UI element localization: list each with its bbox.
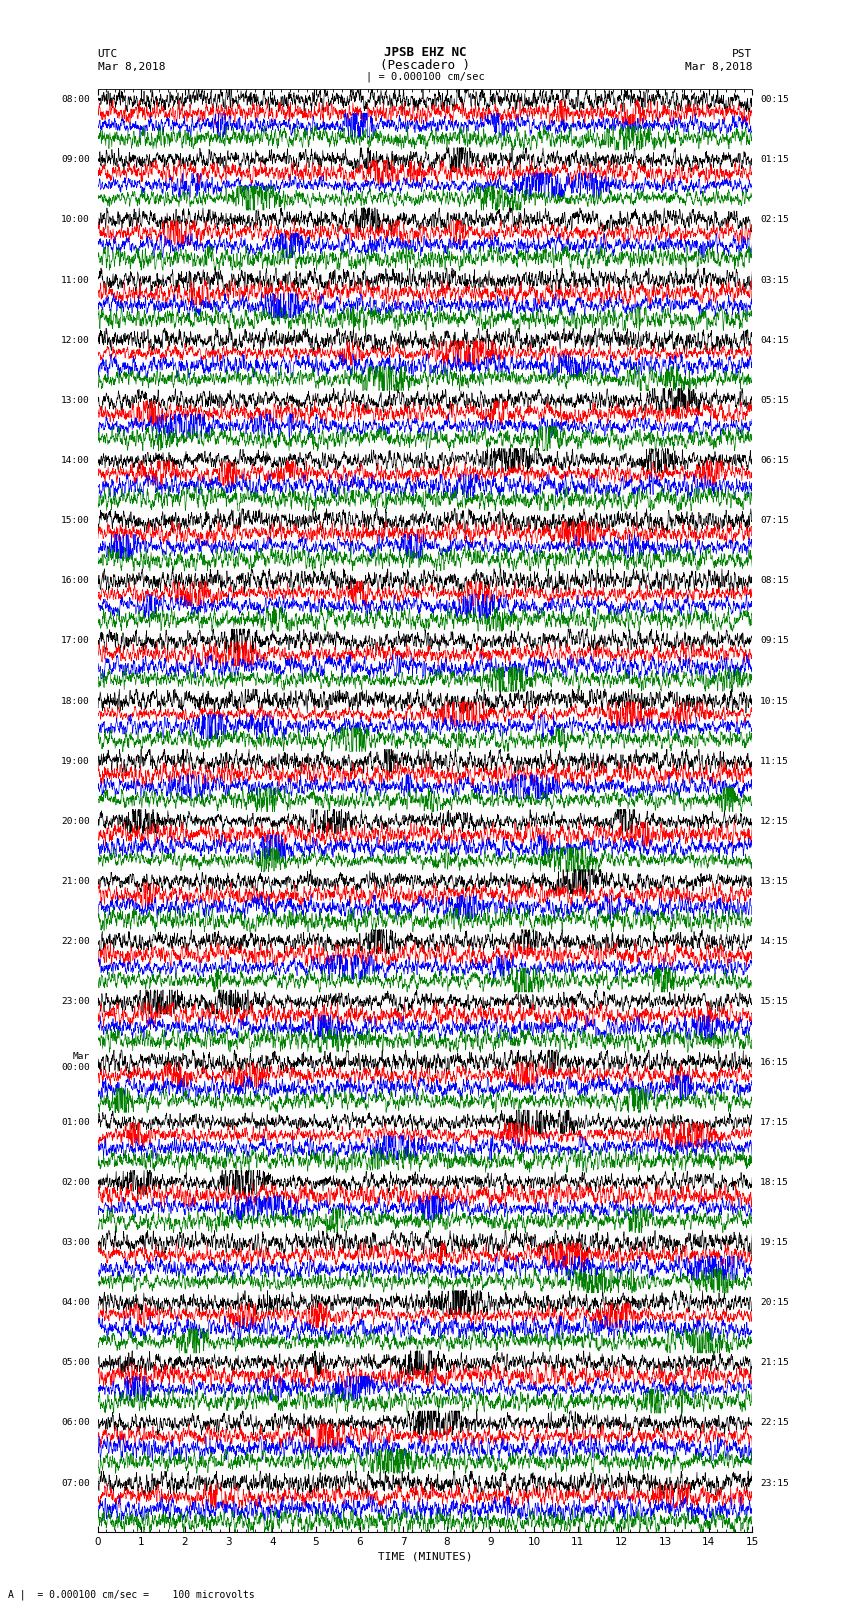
- Text: 05:00: 05:00: [61, 1358, 90, 1368]
- Text: 08:15: 08:15: [760, 576, 789, 586]
- Text: 10:15: 10:15: [760, 697, 789, 705]
- Text: 21:00: 21:00: [61, 877, 90, 886]
- Text: 19:00: 19:00: [61, 756, 90, 766]
- Text: PST: PST: [732, 48, 752, 58]
- Text: (Pescadero ): (Pescadero ): [380, 58, 470, 71]
- Text: 03:00: 03:00: [61, 1239, 90, 1247]
- Text: 01:00: 01:00: [61, 1118, 90, 1127]
- Text: 13:00: 13:00: [61, 395, 90, 405]
- Text: 18:00: 18:00: [61, 697, 90, 705]
- Text: 12:00: 12:00: [61, 336, 90, 345]
- Text: 15:15: 15:15: [760, 997, 789, 1007]
- Text: 06:00: 06:00: [61, 1418, 90, 1428]
- Text: 09:15: 09:15: [760, 637, 789, 645]
- Text: 04:00: 04:00: [61, 1298, 90, 1307]
- Text: 11:00: 11:00: [61, 276, 90, 284]
- Text: 07:15: 07:15: [760, 516, 789, 526]
- Text: 00:15: 00:15: [760, 95, 789, 105]
- Text: 17:15: 17:15: [760, 1118, 789, 1127]
- Text: 17:00: 17:00: [61, 637, 90, 645]
- Text: 02:15: 02:15: [760, 216, 789, 224]
- Text: 01:15: 01:15: [760, 155, 789, 165]
- Text: 20:15: 20:15: [760, 1298, 789, 1307]
- Text: Mar 8,2018: Mar 8,2018: [685, 61, 752, 71]
- Text: 22:15: 22:15: [760, 1418, 789, 1428]
- Text: | = 0.000100 cm/sec: | = 0.000100 cm/sec: [366, 71, 484, 82]
- Text: 08:00: 08:00: [61, 95, 90, 105]
- Text: 09:00: 09:00: [61, 155, 90, 165]
- Text: A |  = 0.000100 cm/sec =    100 microvolts: A | = 0.000100 cm/sec = 100 microvolts: [8, 1589, 255, 1600]
- Text: UTC: UTC: [98, 48, 118, 58]
- Text: 04:15: 04:15: [760, 336, 789, 345]
- Text: 02:00: 02:00: [61, 1177, 90, 1187]
- Text: Mar
00:00: Mar 00:00: [61, 1052, 90, 1071]
- Text: 10:00: 10:00: [61, 216, 90, 224]
- Text: 20:00: 20:00: [61, 816, 90, 826]
- Text: 18:15: 18:15: [760, 1177, 789, 1187]
- Text: 22:00: 22:00: [61, 937, 90, 947]
- Text: 19:15: 19:15: [760, 1239, 789, 1247]
- Text: 23:00: 23:00: [61, 997, 90, 1007]
- Text: 07:00: 07:00: [61, 1479, 90, 1487]
- Text: 21:15: 21:15: [760, 1358, 789, 1368]
- X-axis label: TIME (MINUTES): TIME (MINUTES): [377, 1552, 473, 1561]
- Text: 16:15: 16:15: [760, 1058, 789, 1066]
- Text: 14:00: 14:00: [61, 456, 90, 465]
- Text: 23:15: 23:15: [760, 1479, 789, 1487]
- Text: 06:15: 06:15: [760, 456, 789, 465]
- Text: 15:00: 15:00: [61, 516, 90, 526]
- Text: 11:15: 11:15: [760, 756, 789, 766]
- Text: 12:15: 12:15: [760, 816, 789, 826]
- Text: JPSB EHZ NC: JPSB EHZ NC: [383, 45, 467, 58]
- Text: 16:00: 16:00: [61, 576, 90, 586]
- Text: 14:15: 14:15: [760, 937, 789, 947]
- Text: 03:15: 03:15: [760, 276, 789, 284]
- Text: 13:15: 13:15: [760, 877, 789, 886]
- Text: 05:15: 05:15: [760, 395, 789, 405]
- Text: Mar 8,2018: Mar 8,2018: [98, 61, 165, 71]
